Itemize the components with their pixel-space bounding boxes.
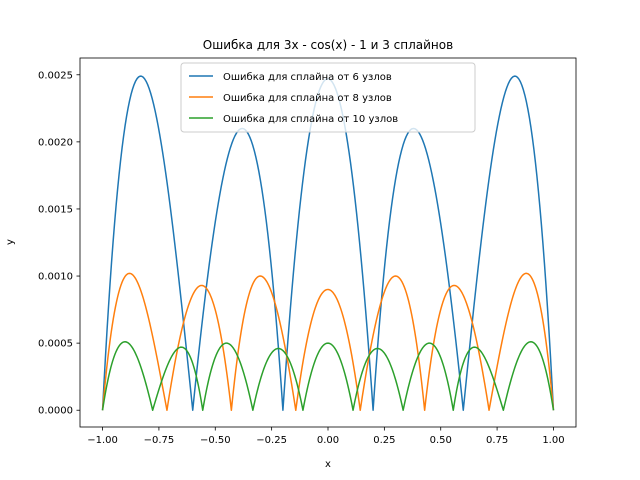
y-tick-label: 0.0025	[38, 70, 73, 81]
legend: Ошибка для сплайна от 6 узлов Ошибка для …	[180, 62, 476, 133]
y-tick-label: 0.0010	[38, 272, 73, 283]
x-tick-label: 1.00	[542, 435, 564, 446]
y-axis-label: y	[5, 239, 16, 245]
x-tick-label: −1.00	[87, 435, 118, 446]
x-tick-label: −0.75	[144, 435, 175, 446]
x-tick-label: 0.00	[317, 435, 339, 446]
legend-label: Ошибка для сплайна от 10 узлов	[223, 114, 398, 125]
x-tick-label: 0.25	[373, 435, 395, 446]
series-line-3	[101, 341, 555, 411]
legend-label: Ошибка для сплайна от 6 узлов	[223, 72, 392, 83]
x-axis-ticks: −1.00 −0.75 −0.50 −0.25 0.00 0.25 0.50 0.75 1.00	[87, 427, 565, 446]
legend-label: Ошибка для сплайна от 8 узлов	[223, 93, 392, 104]
x-tick-label: 0.50	[430, 435, 452, 446]
x-tick-label: 0.75	[486, 435, 508, 446]
y-tick-label: 0.0015	[38, 204, 73, 215]
x-tick-label: −0.50	[200, 435, 231, 446]
y-tick-label: 0.0000	[38, 406, 73, 417]
y-tick-label: 0.0005	[38, 339, 73, 350]
chart-title: Ошибка для 3x - cos(x) - 1 и 3 сплайнов	[203, 38, 453, 52]
legend-box	[180, 62, 476, 133]
x-axis-label: x	[325, 459, 331, 470]
y-axis-ticks: 0.0000 0.0005 0.0010 0.0015 0.0020 0.0025	[38, 70, 80, 417]
y-tick-label: 0.0020	[38, 137, 73, 148]
x-tick-label: −0.25	[256, 435, 287, 446]
